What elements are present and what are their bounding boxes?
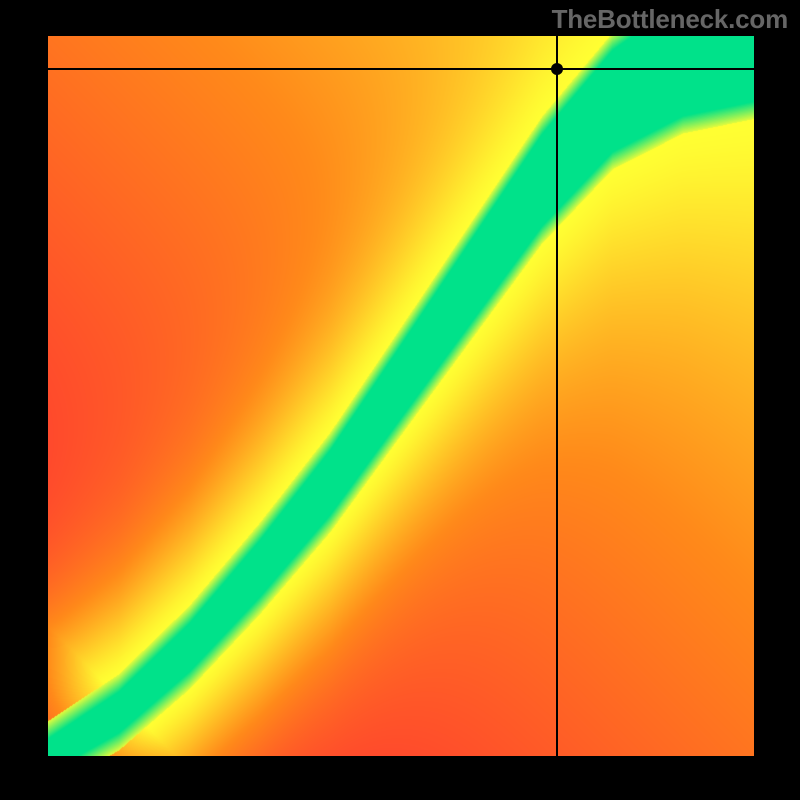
heatmap-canvas — [48, 36, 754, 756]
chart-container: TheBottleneck.com — [0, 0, 800, 800]
crosshair-point — [551, 63, 563, 75]
crosshair-vertical — [556, 36, 558, 756]
crosshair-horizontal — [48, 68, 754, 70]
watermark-text: TheBottleneck.com — [552, 4, 788, 35]
plot-area — [48, 36, 754, 756]
